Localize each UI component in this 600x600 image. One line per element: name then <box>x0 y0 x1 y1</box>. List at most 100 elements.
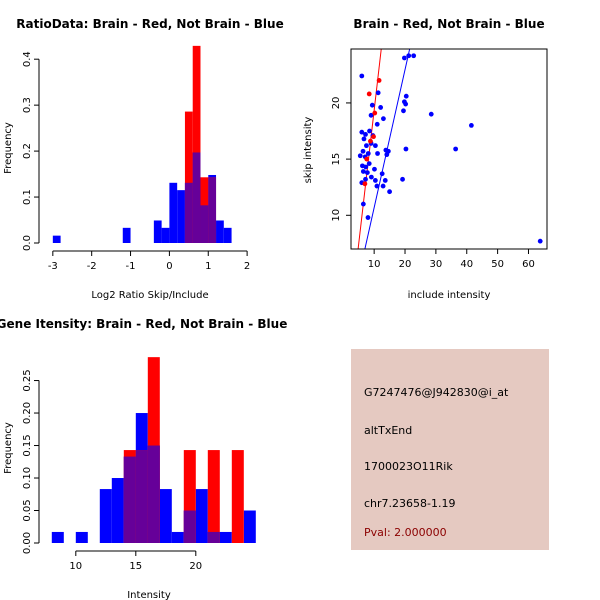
scatter-point-blue <box>403 146 409 152</box>
gene-blue-bar <box>243 510 256 543</box>
scatter-ylabel: skip intensity <box>303 117 314 184</box>
scatter-point-blue <box>537 238 543 244</box>
scatter-x-tick-label: 40 <box>460 259 473 270</box>
scatter-x-tick-label: 50 <box>491 259 504 270</box>
ratio-blue-bar <box>52 235 61 243</box>
scatter-point-blue <box>366 161 372 167</box>
probe-id: G7247476@J942830@i_at <box>364 386 509 399</box>
scatter-point-blue <box>401 55 407 61</box>
scatter-point-blue <box>385 148 391 154</box>
gene-overlap-bar <box>123 456 136 543</box>
scatter-y-tick-label: 10 <box>331 209 342 222</box>
gene-xlabel: Intensity <box>127 590 171 600</box>
scatter-point-red <box>366 91 372 97</box>
scatter-point-blue <box>361 136 367 142</box>
scatter-point-blue <box>368 174 374 180</box>
scatter-point-blue <box>372 178 378 183</box>
scatter-point-blue <box>401 99 407 105</box>
scatter-point-blue <box>468 123 474 128</box>
scatter-point-blue <box>365 215 371 220</box>
scatter-y-tick-label: 15 <box>331 153 342 166</box>
scatter-point-blue <box>367 128 372 134</box>
gene-histogram-panel: Gene Itensity: Brain - Red, Not Brain - … <box>0 317 287 600</box>
info-panel-background <box>351 349 549 550</box>
gene-y-tick-label: 0.25 <box>22 369 33 391</box>
gene-y-tick-label: 0.00 <box>22 532 33 554</box>
scatter-frame <box>350 48 548 250</box>
scatter-point-blue <box>357 153 363 159</box>
scatter-point-red <box>368 138 373 144</box>
event-type: altTxEnd <box>364 424 412 437</box>
scatter-point-blue <box>359 73 365 79</box>
gene-blue-bar <box>51 531 64 543</box>
ratio-ylabel: Frequency <box>3 122 14 174</box>
scatter-point-red <box>372 110 378 116</box>
ratio-x-tick-label: 2 <box>244 261 250 272</box>
scatter-point-blue <box>363 176 368 182</box>
scatter-point-blue <box>374 121 380 127</box>
scatter-xlabel: include intensity <box>408 290 491 301</box>
gene-blue-bar <box>75 531 88 543</box>
ratio-xlabel: Log2 Ratio Skip/Include <box>91 290 208 301</box>
gene-title: Gene Itensity: Brain - Red, Not Brain - … <box>0 317 287 331</box>
info-panel: G7247476@J942830@i_at altTxEnd 1700023O1… <box>351 349 549 550</box>
gene-overlap-bar <box>183 510 196 543</box>
ratio-y-tick-label: 0.2 <box>22 143 33 159</box>
ratio-blue-bar <box>153 220 162 243</box>
ratio-y-tick-label: 0.4 <box>22 51 33 67</box>
scatter-point-blue <box>363 164 369 170</box>
ratio-title: RatioData: Brain - Red, Not Brain - Blue <box>16 17 283 31</box>
scatter-point-blue <box>403 93 409 99</box>
scatter-point-blue <box>365 151 371 156</box>
ratio-overlap-bar <box>184 182 193 243</box>
ratio-blue-bar <box>122 227 131 243</box>
ratio-x-tick-label: -2 <box>87 261 97 272</box>
scatter-point-blue <box>411 53 417 59</box>
scatter-point-blue <box>360 201 366 207</box>
scatter-point-red <box>376 78 382 83</box>
scatter-fit-line-red <box>357 49 382 249</box>
ratio-overlap-bar <box>192 152 201 243</box>
scatter-point-blue <box>364 143 369 149</box>
gene-y-tick-label: 0.10 <box>22 467 33 489</box>
gene-blue-bar <box>111 478 124 543</box>
ratio-blue-bar <box>216 220 224 243</box>
ratio-y-tick-label: 0.1 <box>22 189 33 205</box>
scatter-point-blue <box>360 148 366 154</box>
scatter-point-blue <box>374 183 380 189</box>
ratio-y-tick-label: 0.0 <box>22 235 33 251</box>
scatter-point-blue <box>363 131 368 137</box>
scatter-point-red <box>362 181 368 187</box>
ratio-x-tick-label: 1 <box>205 261 211 272</box>
scatter-point-blue <box>378 105 384 110</box>
scatter-point-blue <box>382 178 388 183</box>
gene-x-tick-label: 15 <box>129 561 142 572</box>
gene-blue-bar <box>195 489 208 543</box>
scatter-point-red <box>371 134 376 140</box>
scatter-plot-area: 10 20 30 40 50 60 10 15 20 <box>331 48 548 270</box>
ratio-red-bar <box>184 111 193 243</box>
scatter-x-tick-label: 10 <box>368 259 381 270</box>
scatter-point-blue <box>364 170 370 175</box>
gene-blue-bar <box>159 489 172 543</box>
gene-ylabel: Frequency <box>3 422 14 474</box>
gene-blue-bar <box>99 489 112 543</box>
scatter-point-blue <box>375 90 381 96</box>
gene-overlap-bar <box>135 450 148 543</box>
scatter-point-blue <box>381 116 386 122</box>
scatter-point-blue <box>387 189 392 195</box>
scatter-point-blue <box>453 146 459 152</box>
scatter-point-blue <box>379 171 385 177</box>
ratio-x-tick-label: -1 <box>126 261 136 272</box>
gene-blue-bar <box>171 531 184 543</box>
scatter-point-blue <box>368 112 374 118</box>
gene-x-tick-label: 20 <box>189 561 202 572</box>
ratio-blue-bar <box>177 190 185 243</box>
ratio-overlap-bar <box>208 177 217 243</box>
ratio-overlap-bar <box>200 205 209 243</box>
gene-y-tick-label: 0.15 <box>22 434 33 456</box>
scatter-point-red <box>364 156 370 162</box>
pval-text: Pval: 2.000000 <box>364 526 447 539</box>
ratio-y-tick-label: 0.3 <box>22 97 33 113</box>
